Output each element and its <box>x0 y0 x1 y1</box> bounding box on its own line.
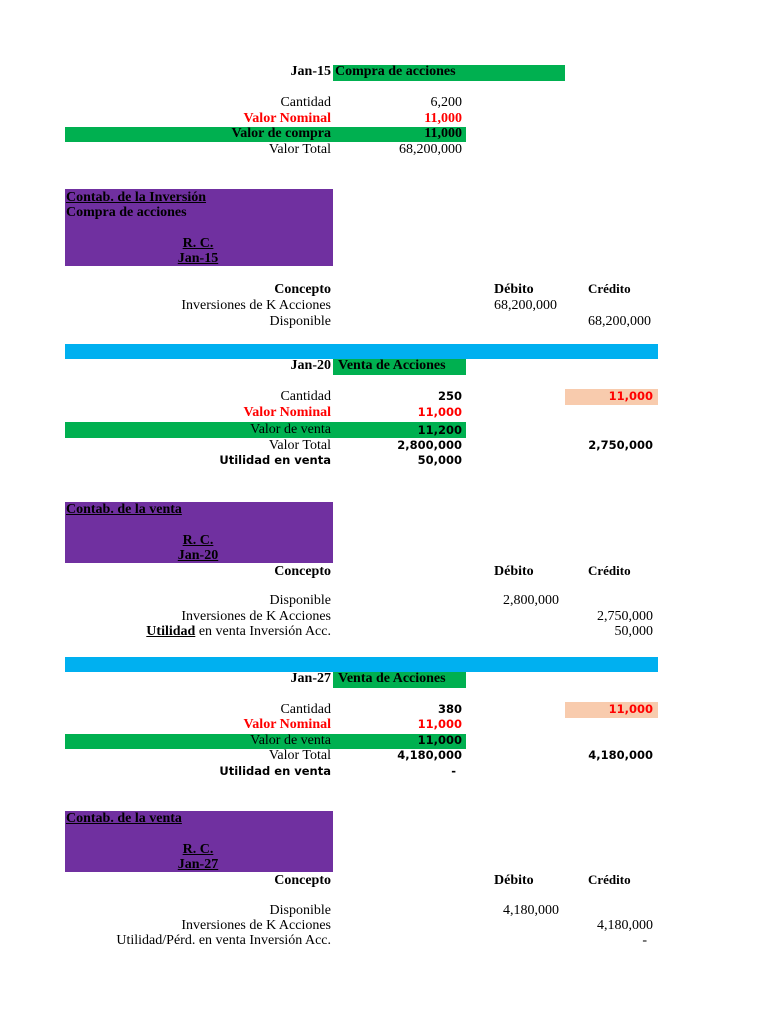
valor-compra-value: 11,000 <box>424 126 462 141</box>
entry-credito: 68,200,000 <box>588 314 651 329</box>
valor-total-label: Valor Total <box>268 438 331 453</box>
valor-compra-label: Valor de compra <box>231 126 331 141</box>
credito-header: Crédito <box>588 872 631 887</box>
cantidad-label: Cantidad <box>280 702 331 717</box>
debito-header: Débito <box>494 282 534 297</box>
concepto-header: Concepto <box>274 282 331 297</box>
journal-box-date: Jan-15 <box>177 251 219 266</box>
journal-box-subtitle: Compra de acciones <box>66 205 187 220</box>
entry-concepto: Inversiones de K Acciones <box>181 918 331 933</box>
section3-title: Venta de Acciones <box>338 671 446 686</box>
valor-total-value: 2,800,000 <box>397 438 462 452</box>
utilidad-emphasis: Utilidad <box>146 624 196 639</box>
cantidad-label: Cantidad <box>280 389 331 404</box>
valor-venta-label: Valor de venta <box>250 422 331 437</box>
valor-nominal-label: Valor Nominal <box>243 405 331 420</box>
journal-box-date: Jan-20 <box>177 548 219 563</box>
valor-venta-label: Valor de venta <box>250 733 331 748</box>
cantidad-label: Cantidad <box>280 95 331 110</box>
section1-date: Jan-15 <box>290 64 331 79</box>
concepto-header: Concepto <box>274 564 331 579</box>
journal-box-date: Jan-27 <box>177 857 219 872</box>
entry-concepto: Disponible <box>269 314 331 329</box>
valor-venta-bar <box>65 734 466 749</box>
valor-compra-bar <box>65 127 466 142</box>
valor-nominal-value: 11,000 <box>417 717 462 731</box>
entry-debito: 4,180,000 <box>503 903 559 918</box>
valor-nominal-value: 11,000 <box>424 111 462 126</box>
entry-debito: 2,800,000 <box>503 593 559 608</box>
cantidad-value: 380 <box>437 702 462 716</box>
valor-venta-value: 11,000 <box>417 733 462 747</box>
section3-date: Jan-27 <box>290 671 331 686</box>
credito-header: Crédito <box>588 563 631 578</box>
valor-nominal-label: Valor Nominal <box>243 111 331 126</box>
section-divider-bar <box>65 657 658 672</box>
section2-date: Jan-20 <box>290 358 331 373</box>
journal-box-venta: Contab. de la venta R. C. Jan-27 <box>65 811 333 872</box>
entry-credito: 2,750,000 <box>597 609 653 624</box>
valor-total-label: Valor Total <box>268 748 331 763</box>
section1-title-bar <box>333 65 565 81</box>
journal-box-title: Contab. de la Inversión <box>66 190 207 205</box>
entry-concepto-utilidad: Utilidad en venta Inversión Acc. <box>100 624 331 639</box>
debito-header: Débito <box>494 564 534 579</box>
entry-concepto: Inversiones de K Acciones <box>181 298 331 313</box>
utilidad-rest: en venta Inversión Acc. <box>195 624 331 639</box>
debito-header: Débito <box>494 873 534 888</box>
entry-concepto: Disponible <box>269 903 331 918</box>
cantidad-value: 6,200 <box>430 95 463 110</box>
entry-credito: 50,000 <box>614 624 654 639</box>
utilidad-value: - <box>451 764 456 778</box>
section-divider-bar <box>65 344 658 359</box>
journal-box-title: Contab. de la venta <box>66 502 182 517</box>
concepto-header: Concepto <box>274 873 331 888</box>
valor-venta-value: 11,200 <box>417 423 462 437</box>
utilidad-label: Utilidad en venta <box>219 453 331 467</box>
credito-header: Crédito <box>588 281 631 296</box>
nominal-highlight <box>565 389 658 405</box>
section2-title: Venta de Acciones <box>338 358 446 373</box>
utilidad-label: Utilidad en venta <box>219 764 331 778</box>
nominal-highlight <box>565 702 658 718</box>
section2-title-bar <box>333 359 466 375</box>
entry-concepto: Utilidad/Pérd. en venta Inversión Acc. <box>116 933 331 948</box>
utilidad-value: 50,000 <box>417 453 462 467</box>
journal-box-rc: R. C. <box>182 236 214 251</box>
side-total-value: 4,180,000 <box>588 748 653 762</box>
journal-box-rc: R. C. <box>182 533 214 548</box>
entry-debito: 68,200,000 <box>494 298 557 313</box>
section3-title-bar <box>333 672 466 688</box>
entry-credito: - <box>642 933 647 948</box>
valor-nominal-value: 11,000 <box>417 405 462 419</box>
valor-nominal-label: Valor Nominal <box>243 717 331 732</box>
cantidad-value: 250 <box>437 389 462 403</box>
journal-box-inversion: Contab. de la Inversión Compra de accion… <box>65 189 333 266</box>
valor-total-value: 4,180,000 <box>397 748 462 762</box>
entry-concepto: Disponible <box>269 593 331 608</box>
journal-box-title: Contab. de la venta <box>66 811 182 826</box>
valor-total-value: 68,200,000 <box>399 142 462 157</box>
section1-title: Compra de acciones <box>335 64 456 79</box>
journal-box-venta: Contab. de la venta R. C. Jan-20 <box>65 502 333 563</box>
journal-box-rc: R. C. <box>182 842 214 857</box>
side-total-value: 2,750,000 <box>588 438 653 452</box>
side-nominal-value: 11,000 <box>608 702 653 716</box>
entry-concepto: Inversiones de K Acciones <box>181 609 331 624</box>
entry-credito: 4,180,000 <box>597 918 653 933</box>
side-nominal-value: 11,000 <box>608 389 653 403</box>
valor-venta-bar <box>65 422 466 438</box>
valor-total-label: Valor Total <box>268 142 331 157</box>
